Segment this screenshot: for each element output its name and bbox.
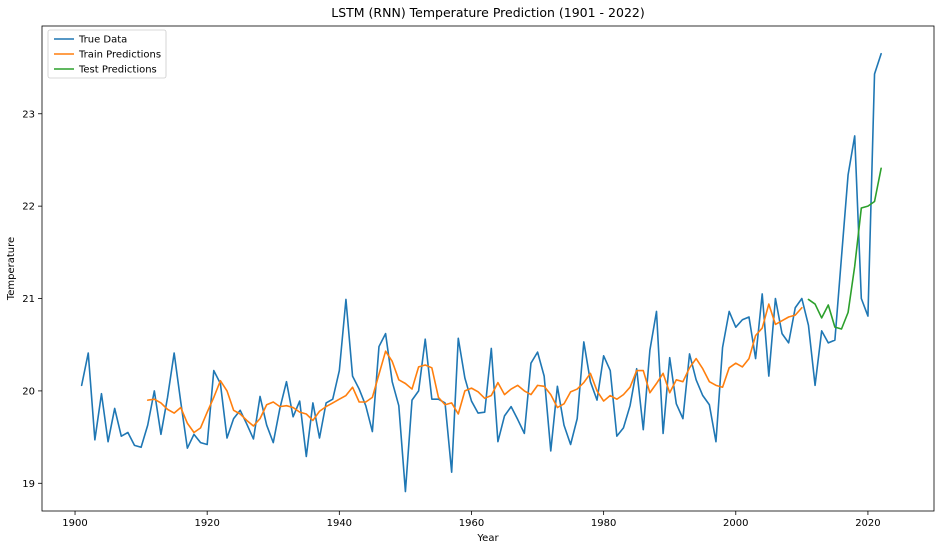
x-tick-label: 1920	[194, 518, 219, 529]
x-tick-label: 1960	[459, 518, 484, 529]
y-axis-ticks: 19 20 21 22 23	[22, 109, 42, 490]
series-line-test-predictions	[807, 167, 882, 330]
y-tick-label: 21	[22, 294, 35, 305]
legend-entry: Train Predictions	[78, 50, 161, 61]
legend-entry: True Data	[78, 35, 127, 46]
x-tick-label: 1980	[591, 518, 616, 529]
legend-box	[47, 29, 167, 79]
legend: True Data Train Predictions Test Predictio…	[47, 29, 167, 79]
y-tick-label: 23	[22, 109, 35, 120]
y-axis-label: Temperature	[6, 237, 17, 301]
x-tick-label: 1900	[62, 518, 87, 529]
x-tick-label: 2020	[855, 518, 880, 529]
series-line-true-data	[80, 52, 882, 493]
x-axis-label: Year	[476, 533, 499, 544]
x-tick-label: 1940	[327, 518, 352, 529]
x-axis-ticks: 1900 1920 1940 1960 1980 2000 2020	[62, 511, 881, 529]
x-tick-label: 2000	[723, 518, 748, 529]
series-line-train-predictions	[146, 303, 803, 434]
chart-title: LSTM (RNN) Temperature Prediction (1901 …	[331, 5, 644, 20]
y-tick-label: 22	[22, 202, 35, 213]
series-layer	[80, 52, 882, 493]
plot-frame	[41, 25, 935, 512]
y-tick-label: 20	[22, 386, 35, 397]
y-tick-label: 19	[22, 479, 35, 490]
legend-entry: Test Predictions	[78, 65, 157, 76]
